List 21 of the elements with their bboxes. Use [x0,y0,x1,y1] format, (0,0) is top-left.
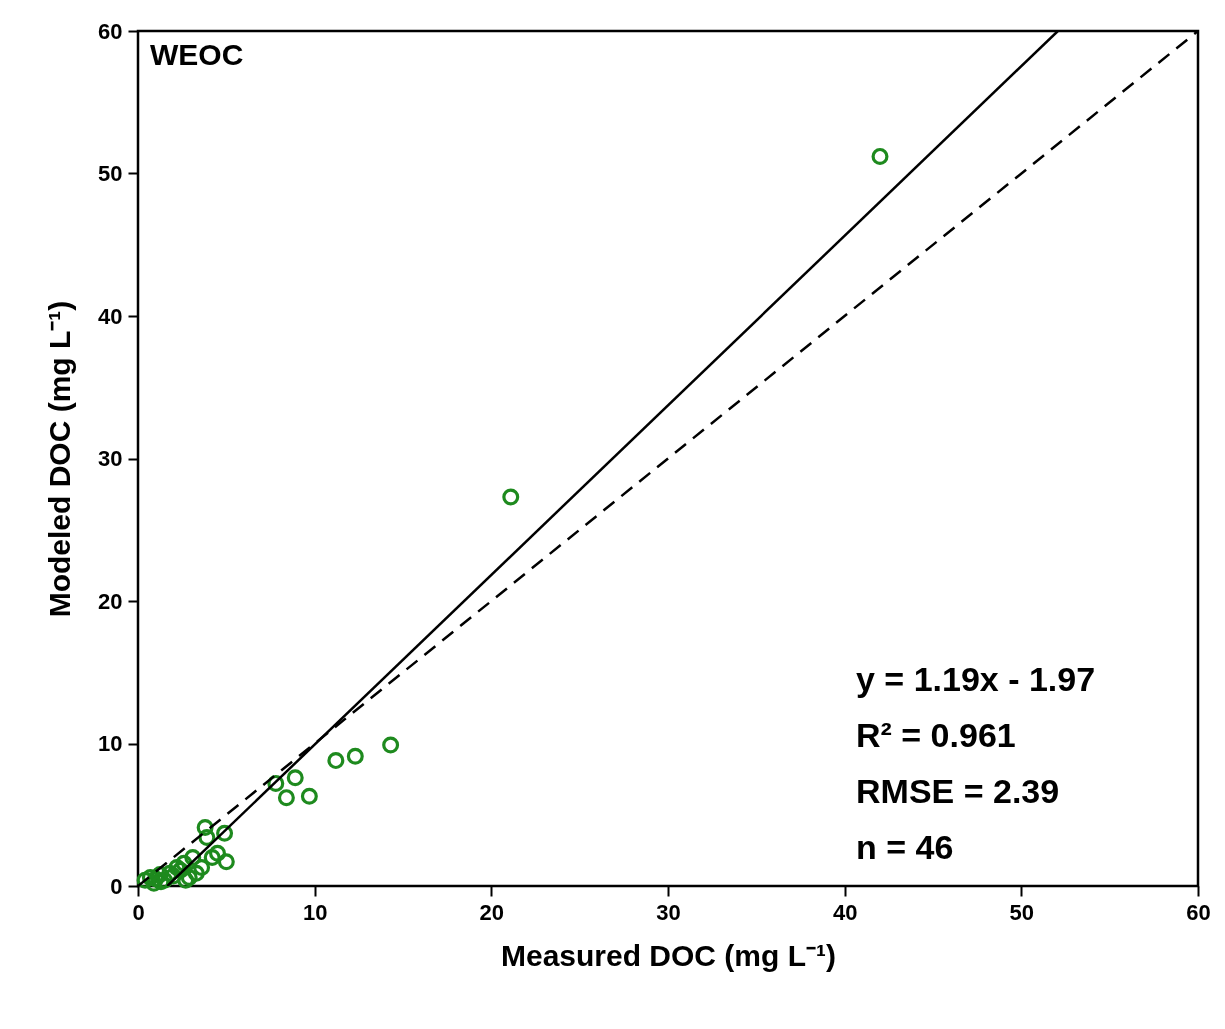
annotation: R² = 0.961 [856,716,1016,754]
x-axis-title: Measured DOC (mg L⁻¹) [500,938,837,972]
annotation: n = 46 [856,828,954,866]
y-tick-label: 30 [98,446,123,471]
x-tick-label: 10 [302,899,328,925]
x-tick-label: 40 [832,899,858,925]
x-tick-label: 20 [479,899,505,925]
x-tick-label: 50 [1009,899,1035,925]
x-tick-label: 60 [1186,899,1211,925]
y-tick-label: 60 [98,18,123,44]
y-tick-label: 0 [110,873,123,899]
x-tick-label: 30 [656,899,681,925]
x-tick-label: 0 [132,899,145,925]
y-tick-label: 10 [98,731,123,756]
annotation: y = 1.19x - 1.97 [856,660,1096,698]
y-tick-label: 40 [98,303,123,329]
annotation: WEOC [150,38,244,71]
y-tick-label: 20 [98,588,123,614]
y-axis-title: Modeled DOC (mg L⁻¹) [43,300,77,618]
y-tick-label: 50 [98,161,123,186]
annotation: RMSE = 2.39 [856,772,1060,810]
